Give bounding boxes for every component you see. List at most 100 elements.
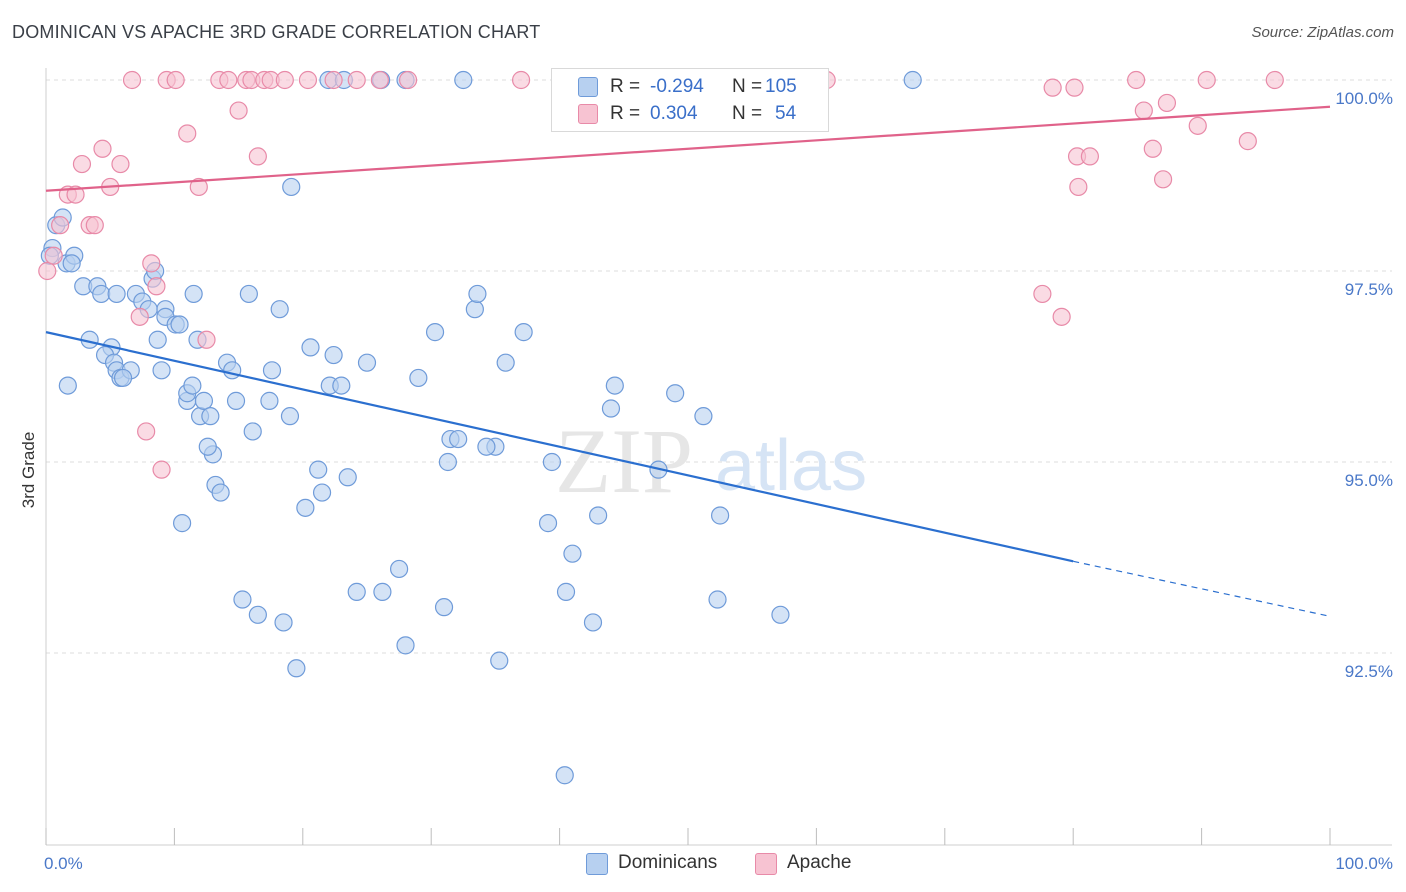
legend-n-value: 54 [775, 103, 797, 124]
trend-lines [45, 105, 1331, 617]
dominicans-point [396, 636, 415, 655]
apache-point [72, 154, 92, 174]
dominicans-point [409, 368, 428, 388]
x-tick-label: 100.0% [1335, 854, 1393, 873]
dominicans-point [449, 429, 468, 449]
dominicans-legend-swatch [586, 853, 608, 875]
dominicans-point [92, 284, 111, 304]
dominicans-point [280, 407, 300, 426]
dominicans-point [223, 361, 242, 380]
dominicans-point [357, 353, 377, 372]
y-tick-label: 100.0% [1335, 89, 1393, 108]
dominicans-point [324, 345, 343, 365]
dominicans-point [332, 376, 351, 395]
dominicans-point [601, 399, 621, 418]
apache-point [1127, 70, 1146, 90]
dominicans-point [243, 422, 262, 441]
apache-point [1052, 307, 1071, 326]
legend-r-label: R = [610, 76, 641, 97]
dominicans-point [338, 468, 357, 487]
dominicans-point [694, 407, 713, 426]
dominicans-point [373, 582, 392, 601]
y-tick-label: 97.5% [1345, 280, 1393, 299]
apache-point [178, 124, 197, 143]
dominicans-point [301, 338, 320, 357]
apache-point [1188, 116, 1207, 135]
legend-r-value: 0.304 [650, 103, 698, 124]
apache-point [38, 261, 57, 281]
apache-point [1080, 147, 1099, 166]
dominicans-point [538, 514, 558, 533]
legend-n-label: N = [732, 103, 763, 124]
apache-swatch [578, 104, 598, 124]
dominicans-point [710, 506, 730, 525]
dominicans-point [514, 323, 533, 342]
dominicans-point [194, 391, 214, 410]
dominicans-point [490, 651, 509, 670]
dominicans-swatch [578, 77, 598, 97]
apache-point [189, 177, 208, 197]
legend-n-value: 105 [765, 76, 797, 97]
y-tick-label: 92.5% [1345, 662, 1393, 681]
dominicans-point [198, 437, 217, 456]
dominicans-point [260, 391, 279, 410]
apache-point [44, 246, 63, 265]
apache-point [197, 330, 216, 349]
dominicans-point [184, 284, 203, 304]
apache-point [51, 216, 70, 235]
apache-point [248, 147, 267, 166]
grid-lines [46, 79, 1392, 654]
dominicans-point [270, 300, 289, 319]
apache-point [1143, 139, 1162, 158]
dominicans-point [555, 766, 574, 785]
apache-point [347, 70, 366, 90]
apache-trend-line [45, 105, 1331, 192]
apache-point [275, 70, 294, 90]
apache-point [1069, 177, 1088, 197]
dominicans-point [468, 284, 487, 304]
dominicans-point [233, 590, 252, 609]
dominicans-point [434, 598, 454, 617]
dominicans-point [390, 559, 409, 579]
dominicans-point [152, 361, 171, 380]
apache-legend-label: Apache [787, 852, 852, 873]
apache-point [511, 70, 531, 90]
dominicans-point [542, 452, 561, 472]
dominicans-point [296, 498, 315, 517]
dominicans-point [583, 613, 603, 632]
dominicans-point [173, 514, 192, 533]
apache-point [219, 70, 238, 90]
apache-point [93, 139, 112, 158]
dominicans-point [771, 605, 790, 624]
apache-point [1153, 170, 1173, 189]
dominicans-point [477, 437, 496, 456]
legend-r-label: R = [610, 103, 641, 124]
dominicans-point [226, 391, 246, 410]
apache-point [1134, 101, 1153, 120]
dominicans-point [425, 323, 445, 342]
dominicans-point [563, 544, 582, 563]
tick-labels: 100.0% 97.5% 95.0% 92.5% 0.0% 100.0% [44, 89, 1393, 873]
apache-point [130, 307, 149, 326]
dominicans-points [40, 70, 922, 785]
dominicans-point [438, 452, 457, 472]
apache-point [1065, 78, 1084, 97]
dominicans-point [262, 361, 282, 380]
apache-point [298, 70, 318, 90]
apache-point [1238, 132, 1257, 151]
apache-point [66, 185, 85, 204]
dominicans-trend-line [45, 331, 1074, 563]
dominicans-point [58, 376, 77, 395]
dominicans-point [309, 460, 328, 479]
dominicans-point [239, 284, 258, 304]
apache-legend-swatch [755, 853, 777, 875]
dominicans-point [248, 605, 267, 624]
apache-point [142, 254, 161, 273]
dominicans-point [282, 177, 301, 197]
dominicans-point [211, 483, 230, 502]
apache-point [137, 422, 156, 441]
apache-point [1157, 93, 1177, 113]
x-tick-label: 0.0% [44, 854, 83, 873]
y-tick-label: 95.0% [1345, 471, 1393, 490]
